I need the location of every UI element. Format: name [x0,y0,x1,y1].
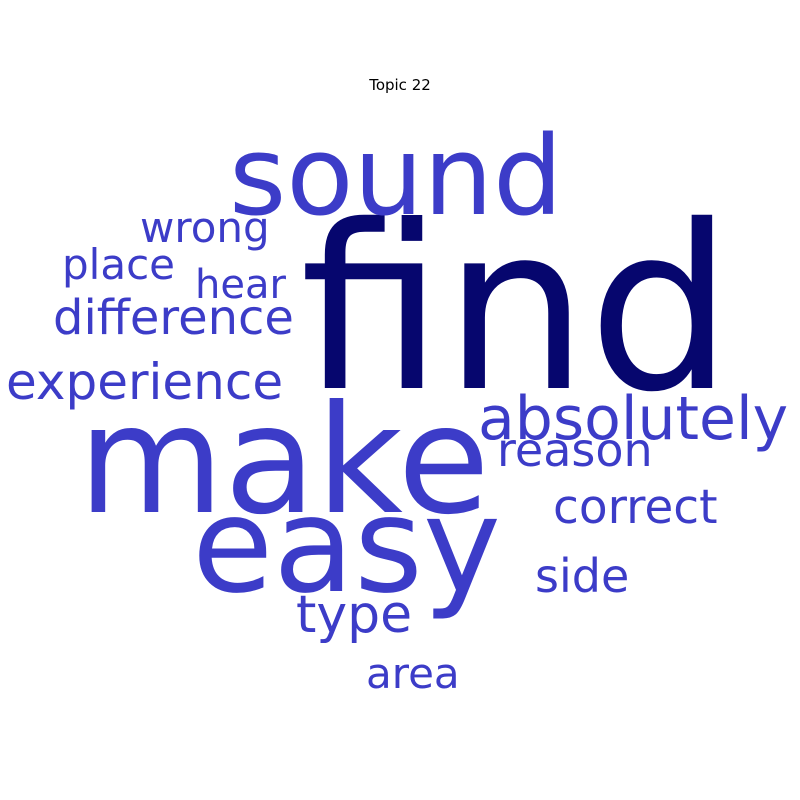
word-make: make [78,374,490,548]
word-sound: sound [229,112,563,240]
word-easy: easy [192,469,501,623]
word-area: area [366,649,460,698]
word-reason: reason [497,423,653,477]
word-correct: correct [553,480,718,535]
word-type: type [296,585,412,645]
word-absolutely: absolutely [478,384,788,454]
word-experience: experience [6,353,283,411]
word-side: side [535,549,629,603]
word-find: find [300,176,733,442]
word-wrong: wrong [140,203,270,252]
word-place: place [62,240,175,289]
word-hear: hear [195,262,286,308]
chart-title: Topic 22 [369,76,431,94]
word-difference: difference [53,290,294,346]
